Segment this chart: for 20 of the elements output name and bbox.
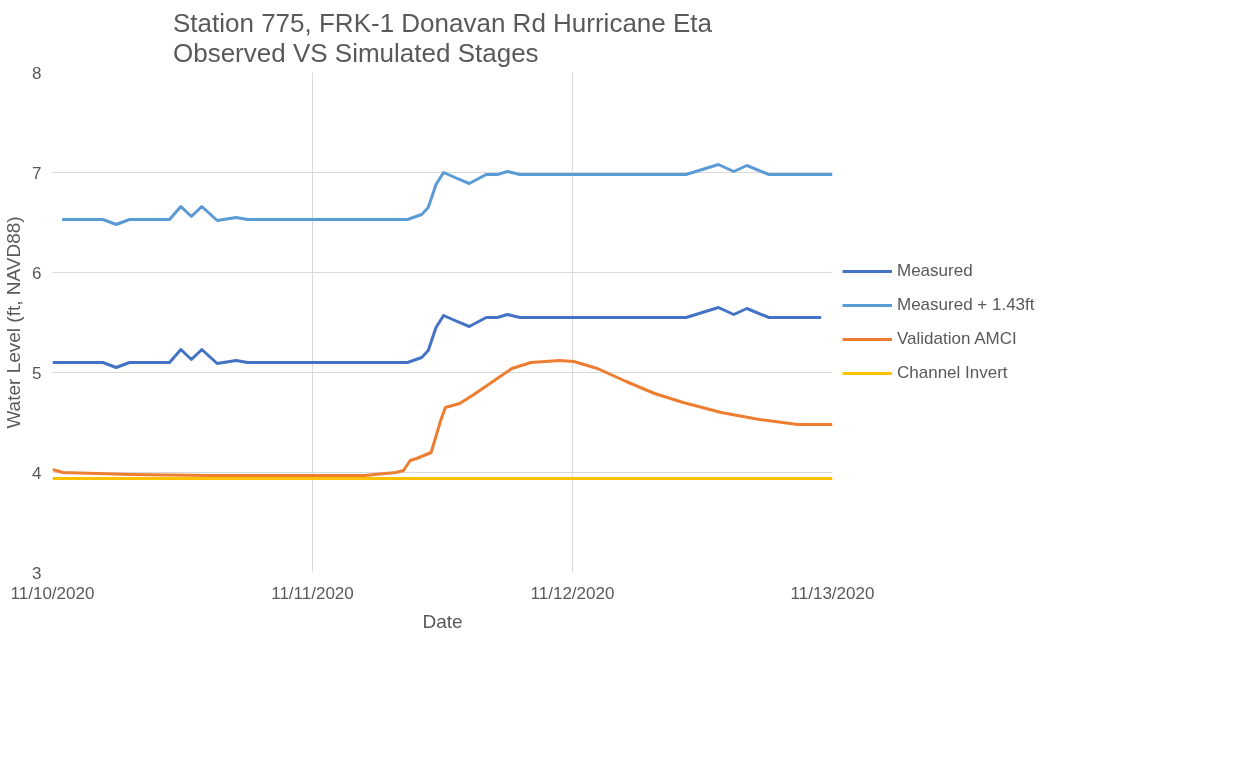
x-tick-label: 11/12/2020 <box>530 583 615 603</box>
legend-label: Measured + 1.43ft <box>897 295 1035 315</box>
y-tick-label: 6 <box>32 263 42 283</box>
x-tick-label: 11/13/2020 <box>790 583 875 603</box>
line-series <box>60 163 833 226</box>
x-tick-label: 11/10/2020 <box>10 583 95 603</box>
legend-label: Measured <box>897 261 973 281</box>
x-tick-label: 11/11/2020 <box>271 583 354 603</box>
legend-label: Channel Invert <box>897 363 1008 383</box>
line-series <box>52 306 823 369</box>
y-tick-label: 3 <box>32 563 42 583</box>
y-tick-label: 7 <box>32 163 42 183</box>
y-tick-label: 5 <box>32 363 42 383</box>
legend-label: Validation AMCI <box>897 329 1017 349</box>
y-tick-label: 4 <box>32 463 42 483</box>
x-axis-title: Date <box>422 610 463 632</box>
line-series <box>52 359 833 477</box>
chart-title: Station 775, FRK-1 Donavan Rd Hurricane Eta Observed VS Simulated Stages <box>172 7 713 68</box>
y-axis-title: Water Level (ft, NAVD88) <box>3 216 25 429</box>
y-tick-label: 8 <box>32 63 42 83</box>
